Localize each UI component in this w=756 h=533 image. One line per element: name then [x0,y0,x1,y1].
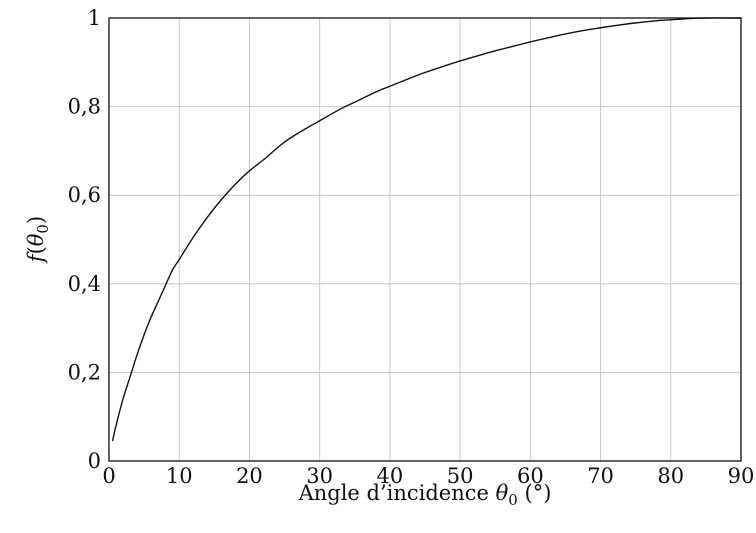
x-tick-label: 80 [657,464,684,488]
y-axis-label-close: ) [24,216,48,224]
x-axis-label-subscript: 0 [508,491,518,509]
x-axis-label-unit: (°) [518,481,552,505]
y-tick-label: 0,6 [68,183,101,207]
x-axis-label-text: Angle d’incidence [298,481,496,505]
y-axis-label: f(θ0) [24,216,52,264]
x-tick-label: 10 [166,464,193,488]
x-tick-label: 70 [587,464,614,488]
curve-layer [111,17,741,442]
y-tick-label: 0,8 [68,95,101,119]
x-axis-label: Angle d’incidence θ0 (°) [298,481,552,509]
y-axis-label-symbol: θ [24,233,48,246]
x-axis-label-symbol: θ [496,481,509,505]
y-axis-label-open: ( [24,246,48,254]
x-tick-label: 0 [102,464,115,488]
x-tick-label: 50 [447,464,474,488]
x-tick-label: 20 [236,464,263,488]
y-tick-label: 1 [88,6,101,30]
x-tick-label: 60 [517,464,544,488]
plot-frame [108,17,742,462]
x-tick-labels: 0 10 20 30 40 50 60 70 80 90 [102,464,754,488]
y-tick-label: 0 [88,449,101,473]
series-line-0 [111,17,741,442]
grid [108,17,742,462]
y-tick-label: 0,4 [68,272,101,296]
x-tick-label: 90 [728,464,755,488]
x-tick-label: 40 [377,464,404,488]
x-tick-label: 30 [306,464,333,488]
y-tick-labels: 0 0,2 0,4 0,6 0,8 1 [68,6,101,473]
y-axis-label-fn: f [24,251,48,264]
y-axis-label-subscript: 0 [34,224,52,234]
y-tick-label: 0,2 [68,360,101,384]
